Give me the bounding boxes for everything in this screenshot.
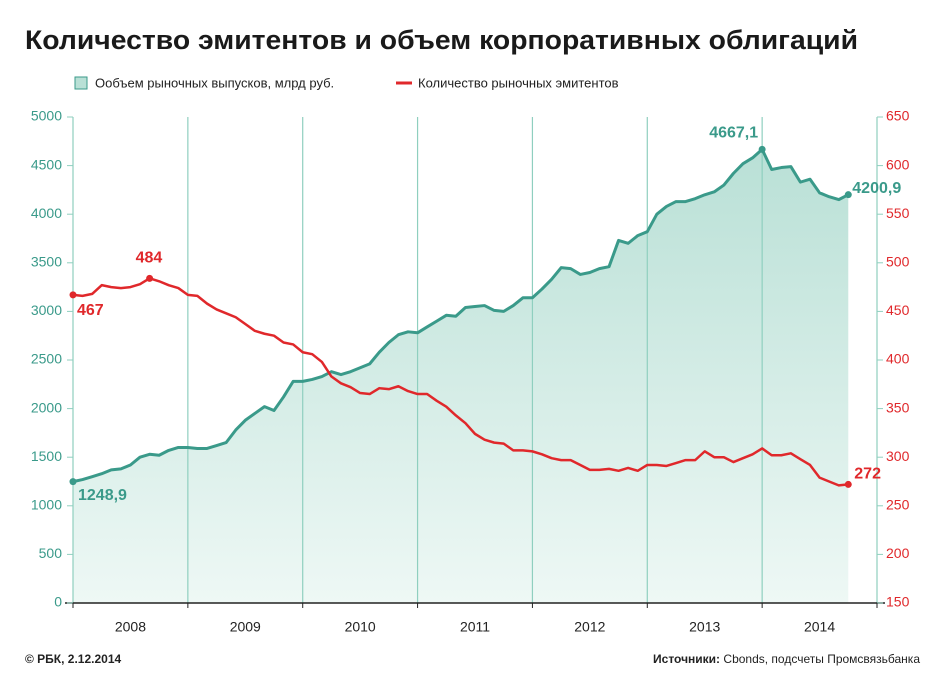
- y2-tick-label: 600: [886, 156, 910, 172]
- legend-label: Ообъем рыночных выпусков, млрд руб.: [95, 75, 334, 90]
- x-tick-label: 2011: [460, 619, 490, 635]
- y-tick-label: 1000: [31, 497, 62, 513]
- point: [844, 191, 852, 199]
- data-label: 484: [136, 250, 163, 267]
- x-tick-label: 2009: [230, 619, 261, 635]
- source-text: Cbonds, подсчеты Промсвязьбанка: [723, 652, 920, 666]
- y-tick-label: 4500: [31, 156, 62, 172]
- point: [758, 145, 766, 153]
- y2-tick-label: 450: [886, 302, 910, 318]
- y2-tick-label: 400: [886, 351, 910, 367]
- y2-tick-label: 650: [886, 108, 910, 124]
- area-fill: [73, 149, 849, 603]
- y2-tick-label: 300: [886, 448, 910, 464]
- point: [69, 291, 77, 299]
- copyright: © РБК, 2.12.2014: [25, 652, 122, 666]
- y2-tick-label: 350: [886, 399, 910, 415]
- data-label: 4667,1: [709, 125, 758, 142]
- point: [844, 480, 852, 488]
- legend-label: Количество рыночных эмитентов: [418, 75, 619, 90]
- y2-tick-label: 550: [886, 205, 910, 221]
- y-tick-label: 3500: [31, 254, 62, 270]
- data-label: 272: [854, 466, 881, 483]
- y-tick-label: 2000: [31, 399, 62, 415]
- y-tick-label: 2500: [31, 351, 62, 367]
- y-tick-label: 5000: [31, 108, 62, 124]
- x-tick-label: 2012: [574, 619, 605, 635]
- x-tick-label: 2008: [115, 619, 146, 635]
- x-tick-label: 2014: [804, 619, 835, 635]
- series-line: [72, 277, 849, 487]
- data-label: 467: [77, 302, 104, 319]
- y-tick-label: 3000: [31, 302, 62, 318]
- y-tick-label: 1500: [31, 448, 62, 464]
- y2-tick-label: 250: [886, 497, 910, 513]
- point: [146, 274, 154, 282]
- point: [69, 478, 77, 486]
- x-tick-label: 2010: [345, 619, 376, 635]
- y2-tick-label: 200: [886, 545, 910, 561]
- y2-tick-label: 150: [886, 594, 910, 610]
- source-label: Источники:: [653, 652, 720, 666]
- data-label: 1248,9: [78, 487, 127, 504]
- y-tick-label: 500: [39, 545, 63, 561]
- chart-title: Количество эмитентов и объем корпоративн…: [25, 25, 858, 55]
- x-tick-label: 2013: [689, 619, 720, 635]
- series-line: [72, 147, 849, 484]
- legend-swatch: [74, 76, 88, 90]
- y2-tick-label: 500: [886, 254, 910, 270]
- data-label: 4200,9: [852, 180, 901, 197]
- y-tick-label: 0: [54, 594, 62, 610]
- y-tick-label: 4000: [31, 205, 62, 221]
- source: Источники: Cbonds, подсчеты Промсвязьбан…: [653, 652, 920, 666]
